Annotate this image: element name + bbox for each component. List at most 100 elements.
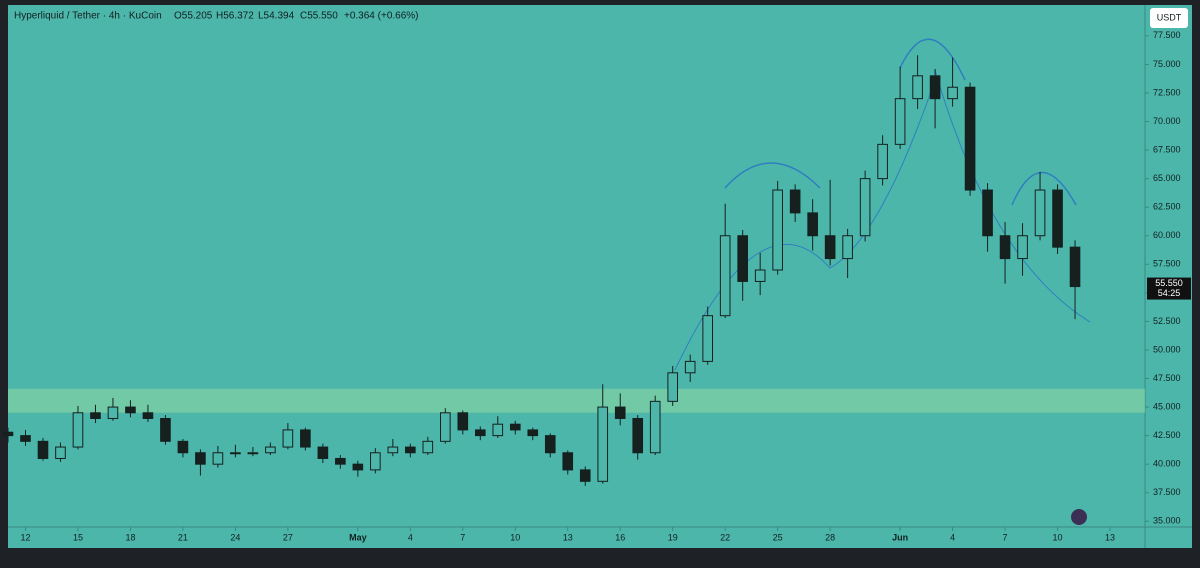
x-tick-label: 13 [563, 532, 573, 542]
ohlc-value: C55.550 [300, 11, 338, 22]
y-tick-label: 35.000 [1153, 516, 1181, 526]
ohlc-value: H56.372 [216, 11, 254, 22]
y-tick-label: 40.000 [1153, 459, 1181, 469]
x-tick-label: 25 [773, 532, 783, 542]
candle-body [999, 235, 1011, 260]
candle-body [754, 269, 766, 282]
currency-button[interactable] [1150, 8, 1188, 28]
candle-body [439, 412, 451, 442]
candle-body [632, 417, 644, 454]
y-tick-label: 77.500 [1153, 30, 1181, 40]
candle-body [562, 452, 574, 471]
candle-body [667, 372, 679, 402]
candle-body [719, 235, 731, 317]
x-tick-label: 7 [1003, 532, 1008, 542]
x-tick-label: 24 [230, 532, 240, 542]
candle-body [894, 98, 906, 145]
x-tick-label: May [349, 532, 367, 542]
candle-body [684, 360, 696, 374]
candle-body [352, 463, 364, 471]
y-tick-label: 37.500 [1153, 487, 1181, 497]
alert-icon[interactable] [1071, 509, 1087, 525]
candle-body [72, 412, 84, 448]
x-tick-label: 19 [668, 532, 678, 542]
x-tick-label: 4 [950, 532, 955, 542]
y-tick-label: 75.000 [1153, 59, 1181, 69]
y-tick-label: 72.500 [1153, 87, 1181, 97]
y-tick-label: 45.000 [1153, 401, 1181, 411]
pattern-arc [1011, 172, 1077, 206]
y-tick-label: 60.000 [1153, 230, 1181, 240]
candle-body [107, 406, 119, 419]
last-price-label: 55.550 [1155, 278, 1183, 288]
candle-body [579, 469, 591, 482]
candle-body [317, 446, 329, 459]
candle-body [160, 417, 171, 442]
y-tick-label: 47.500 [1153, 373, 1181, 383]
candle-body [230, 452, 241, 455]
candle-body [824, 235, 836, 260]
candle-body [2, 431, 14, 437]
currency-label[interactable]: USDT [1157, 12, 1182, 22]
pattern-arc [724, 162, 821, 189]
symbol: Hyperliquid / Tether · 4h · KuCoin [14, 11, 162, 22]
countdown: 54:25 [1158, 288, 1181, 298]
candle-body [737, 235, 748, 282]
candle-body [649, 400, 661, 454]
candle-body [177, 440, 189, 454]
candle-body [55, 446, 66, 459]
x-tick-label: 28 [825, 532, 835, 542]
candle-body [789, 189, 801, 214]
x-tick-label: 12 [20, 532, 30, 542]
candle-body [859, 178, 871, 237]
candle-body [20, 435, 31, 442]
candle-body [1052, 189, 1063, 248]
y-tick-label: 42.500 [1153, 430, 1181, 440]
y-tick-label: 67.500 [1153, 144, 1181, 154]
x-tick-label: 4 [408, 532, 413, 542]
candle-body [807, 212, 818, 237]
candle-body [282, 429, 294, 448]
x-tick-label: 10 [510, 532, 520, 542]
candle-body [212, 452, 224, 465]
x-tick-label: Jun [892, 532, 908, 542]
candle-body [335, 457, 346, 465]
candle-body [492, 423, 504, 437]
candle-body [947, 86, 958, 100]
candle-body [597, 406, 609, 482]
candle-body [982, 189, 993, 237]
candle-body [964, 86, 976, 191]
candle-body [877, 143, 888, 180]
candle-body [195, 452, 206, 465]
pattern-arc [899, 38, 966, 81]
candle-body [702, 315, 714, 362]
x-tick-label: 18 [125, 532, 135, 542]
candle-body [527, 429, 539, 437]
candle-body [474, 429, 486, 437]
ohlc-value: O55.205 [174, 11, 213, 22]
y-tick-label: 50.000 [1153, 344, 1181, 354]
candle-body [125, 406, 136, 414]
candle-body [405, 446, 416, 454]
candle-body [544, 435, 556, 454]
y-tick-label: 62.500 [1153, 202, 1181, 212]
candle-body [265, 446, 276, 454]
x-tick-label: 16 [615, 532, 625, 542]
candle-body [90, 412, 101, 419]
x-tick-label: 21 [178, 532, 188, 542]
candle-body [772, 189, 783, 271]
candle-body [1069, 246, 1081, 288]
x-tick-label: 10 [1053, 532, 1063, 542]
candle-body [370, 452, 381, 471]
candle-body [614, 406, 626, 419]
trend-line [934, 69, 1091, 323]
y-tick-label: 65.000 [1153, 173, 1181, 183]
candle-body [929, 75, 941, 100]
candle-body [387, 446, 399, 454]
candle-body [912, 75, 923, 100]
last-price-tag [1147, 277, 1191, 300]
candle-body [842, 235, 853, 260]
candle-body [300, 429, 311, 448]
x-tick-label: 22 [720, 532, 730, 542]
x-tick-label: 27 [283, 532, 293, 542]
